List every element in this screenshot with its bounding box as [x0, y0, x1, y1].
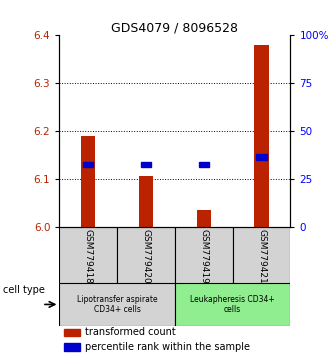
Bar	[233, 227, 290, 283]
Text: GSM779419: GSM779419	[199, 229, 208, 284]
Bar	[83, 161, 93, 167]
Text: cell type: cell type	[3, 285, 45, 295]
Text: GSM779421: GSM779421	[257, 229, 266, 284]
Text: GSM779418: GSM779418	[84, 229, 93, 284]
Text: Leukapheresis CD34+
cells: Leukapheresis CD34+ cells	[190, 295, 275, 314]
Bar	[141, 161, 151, 167]
Bar	[64, 329, 80, 336]
Bar	[197, 210, 211, 227]
Bar	[59, 283, 175, 326]
Text: percentile rank within the sample: percentile rank within the sample	[85, 342, 250, 352]
Bar	[117, 227, 175, 283]
Bar	[175, 283, 290, 326]
Bar	[256, 154, 267, 160]
Text: GSM779420: GSM779420	[142, 229, 150, 284]
Bar	[64, 343, 80, 350]
Bar	[199, 161, 209, 167]
Bar	[59, 227, 117, 283]
Text: Lipotransfer aspirate
CD34+ cells: Lipotransfer aspirate CD34+ cells	[77, 295, 157, 314]
Bar	[254, 45, 269, 227]
Title: GDS4079 / 8096528: GDS4079 / 8096528	[112, 21, 238, 34]
Bar	[139, 176, 153, 227]
Text: transformed count: transformed count	[85, 327, 176, 337]
Bar	[81, 136, 95, 227]
Bar	[175, 227, 233, 283]
